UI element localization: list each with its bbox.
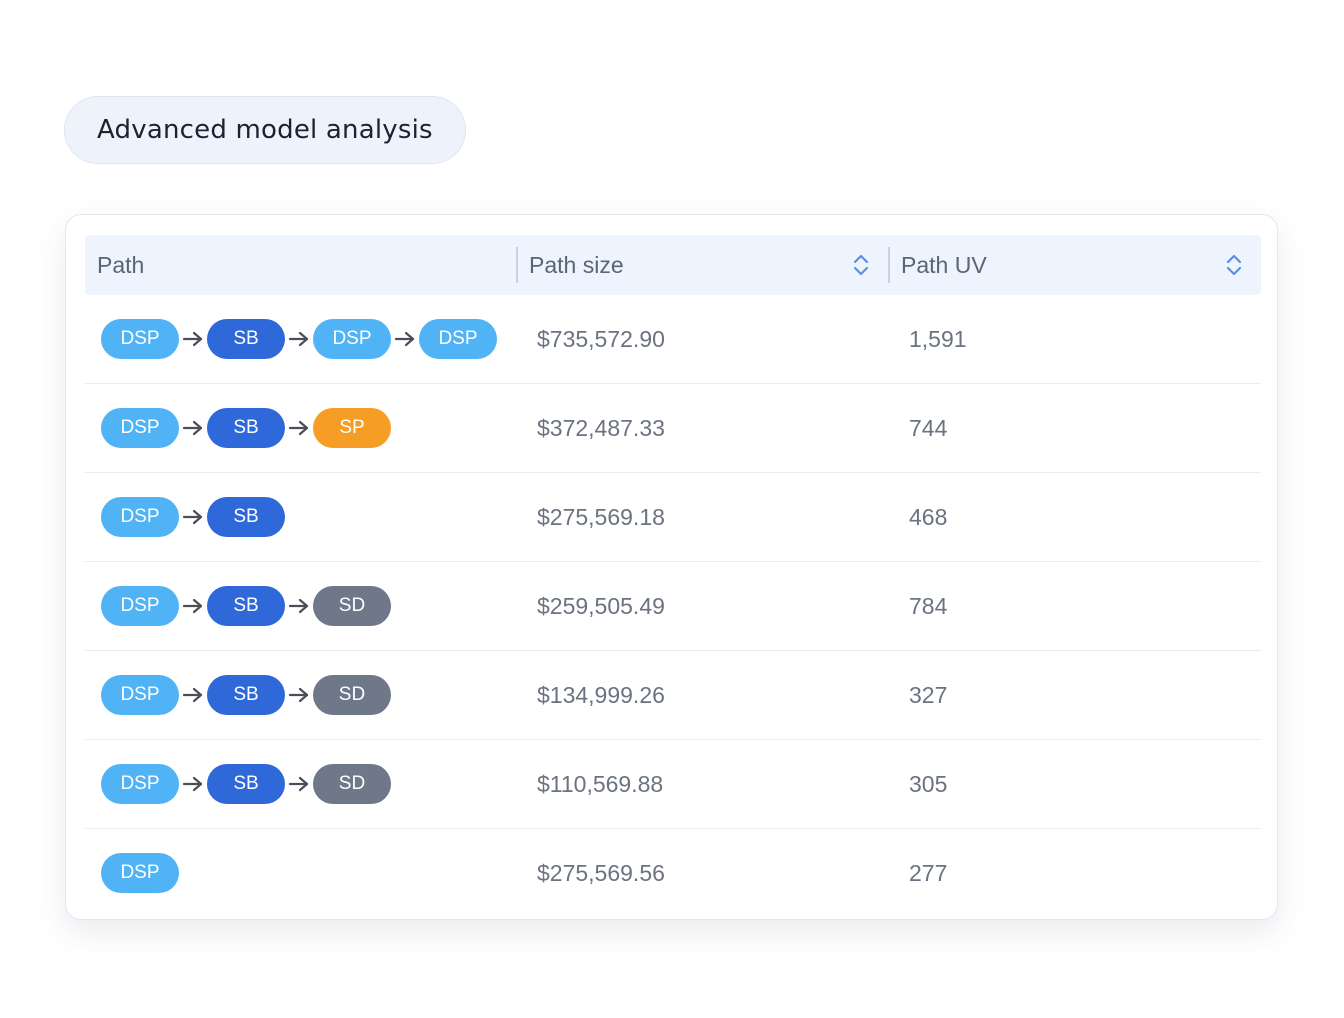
channel-chip-sb: SB: [207, 675, 285, 715]
channel-chip-sd: SD: [313, 764, 391, 804]
path-size-cell: $259,505.49: [537, 592, 665, 619]
path-cell: DSP SB SD: [85, 675, 516, 715]
path-uv-cell: 305: [909, 770, 948, 797]
arrow-right-icon: [285, 764, 313, 804]
table-row[interactable]: DSP SB $275,569.18 468: [85, 473, 1261, 562]
arrow-right-icon: [391, 319, 419, 359]
arrow-right-icon: [285, 319, 313, 359]
path-uv-cell: 468: [909, 503, 948, 530]
channel-chip-sd: SD: [313, 586, 391, 626]
path-cell: DSP SB SD: [85, 586, 516, 626]
table-row[interactable]: DSP SB SD $110,569.88 305: [85, 740, 1261, 829]
path-table: Path Path size Path UV DSP: [85, 235, 1261, 917]
channel-chip-dsp: DSP: [313, 319, 391, 359]
channel-chip-dsp: DSP: [101, 497, 179, 537]
channel-chip-sb: SB: [207, 586, 285, 626]
path-size-cell: $275,569.18: [537, 503, 665, 530]
channel-chip-dsp: DSP: [419, 319, 497, 359]
channel-chip-dsp: DSP: [101, 319, 179, 359]
arrow-right-icon: [179, 319, 207, 359]
channel-chip-sb: SB: [207, 497, 285, 537]
path-cell: DSP: [85, 853, 516, 893]
path-cell: DSP SB: [85, 497, 516, 537]
channel-chip-dsp: DSP: [101, 675, 179, 715]
header-path-uv-label: Path UV: [901, 251, 987, 278]
header-path-uv[interactable]: Path UV: [888, 235, 1261, 295]
table-row[interactable]: DSP SB SD $134,999.26 327: [85, 651, 1261, 740]
table-row[interactable]: DSP $275,569.56 277: [85, 829, 1261, 917]
arrow-right-icon: [179, 764, 207, 804]
path-cell: DSP SB SP: [85, 408, 516, 448]
header-path: Path: [85, 235, 516, 295]
table-row[interactable]: DSP SB SD $259,505.49 784: [85, 562, 1261, 651]
channel-chip-sb: SB: [207, 319, 285, 359]
path-uv-cell: 744: [909, 414, 948, 441]
path-size-cell: $735,572.90: [537, 325, 665, 352]
channel-chip-dsp: DSP: [101, 586, 179, 626]
arrow-right-icon: [285, 408, 313, 448]
path-size-cell: $275,569.56: [537, 859, 665, 886]
arrow-right-icon: [179, 675, 207, 715]
path-size-cell: $134,999.26: [537, 681, 665, 708]
header-path-size[interactable]: Path size: [516, 235, 888, 295]
path-cell: DSP SB SD: [85, 764, 516, 804]
path-size-cell: $110,569.88: [537, 770, 664, 797]
arrow-right-icon: [179, 586, 207, 626]
table-row[interactable]: DSP SB SP $372,487.33 744: [85, 384, 1261, 473]
path-cell: DSP SB DSP DSP: [85, 319, 516, 359]
table-body: DSP SB DSP DSP $735,572.90 1,591 DSP SB SP $372,4…: [85, 295, 1261, 917]
header-path-size-label: Path size: [529, 251, 624, 278]
path-uv-cell: 327: [909, 681, 948, 708]
path-uv-cell: 784: [909, 592, 948, 619]
analysis-card: Path Path size Path UV DSP: [65, 214, 1278, 920]
arrow-right-icon: [285, 586, 313, 626]
header-path-label: Path: [97, 251, 145, 278]
channel-chip-sb: SB: [207, 764, 285, 804]
arrow-right-icon: [179, 497, 207, 537]
channel-chip-sp: SP: [313, 408, 391, 448]
section-title: Advanced model analysis: [64, 96, 466, 164]
path-size-cell: $372,487.33: [537, 414, 665, 441]
channel-chip-dsp: DSP: [101, 408, 179, 448]
table-header: Path Path size Path UV: [85, 235, 1261, 295]
channel-chip-dsp: DSP: [101, 764, 179, 804]
sort-icon[interactable]: [852, 252, 870, 278]
channel-chip-sd: SD: [313, 675, 391, 715]
path-uv-cell: 1,591: [909, 325, 967, 352]
arrow-right-icon: [285, 675, 313, 715]
table-row[interactable]: DSP SB DSP DSP $735,572.90 1,591: [85, 295, 1261, 384]
arrow-right-icon: [179, 408, 207, 448]
channel-chip-sb: SB: [207, 408, 285, 448]
path-uv-cell: 277: [909, 859, 948, 886]
sort-icon[interactable]: [1225, 252, 1243, 278]
channel-chip-dsp: DSP: [101, 853, 179, 893]
